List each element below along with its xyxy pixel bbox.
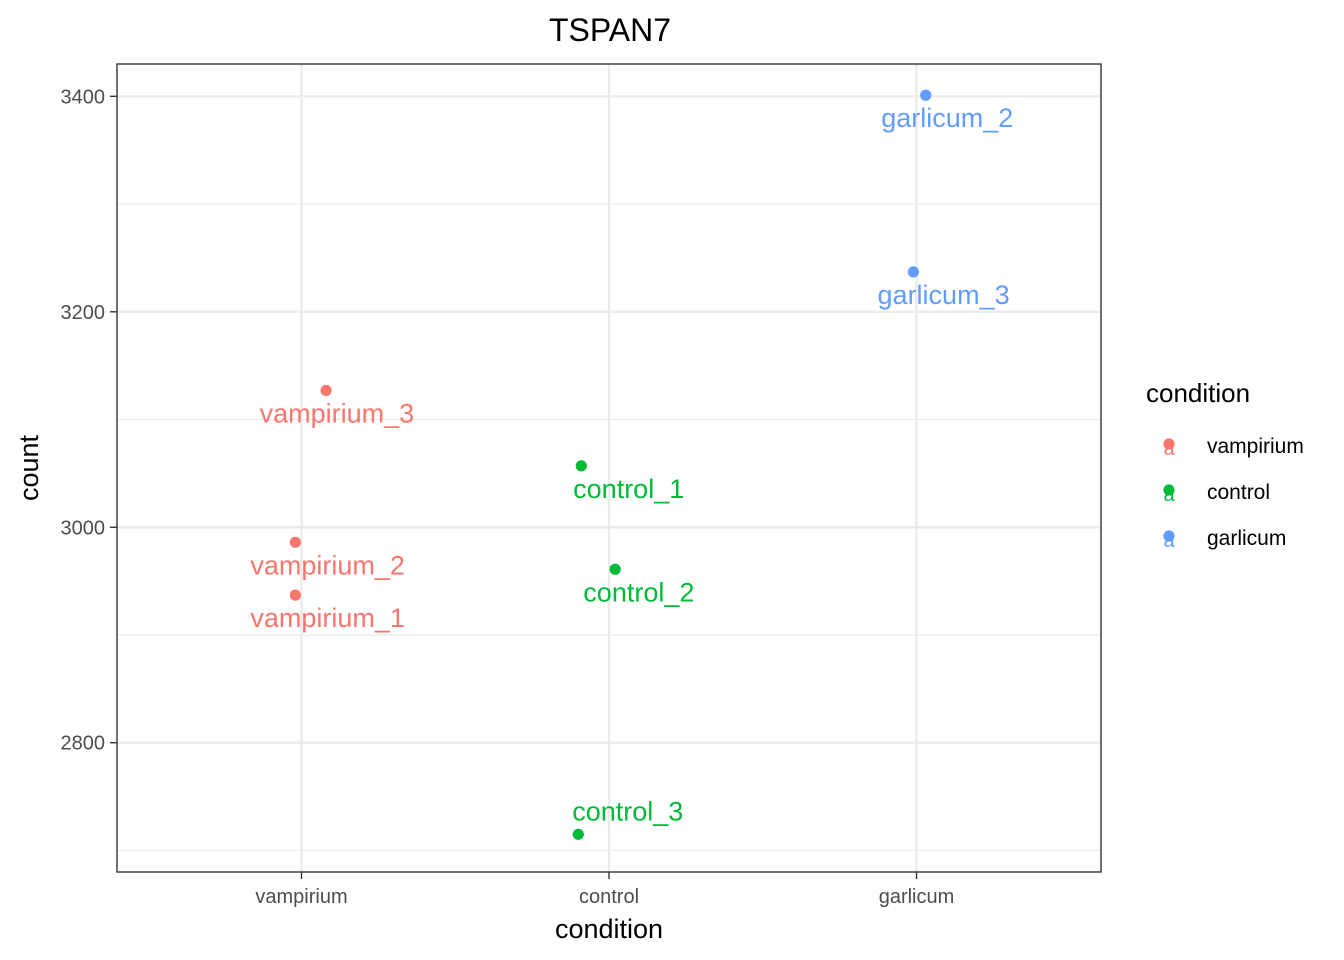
point-label: garlicum_3 <box>878 280 1010 310</box>
point-labels: garlicum_2 garlicum_3 vampirium_3 control_1… <box>250 103 1013 826</box>
point-label: garlicum_2 <box>881 103 1013 133</box>
legend-entry-label: vampirium <box>1207 435 1304 458</box>
x-tick-label: garlicum <box>879 886 955 908</box>
y-tick-label: 3400 <box>61 86 106 108</box>
y-tick-label: 3200 <box>61 302 106 324</box>
x-tick-label: control <box>579 886 639 908</box>
legend: condition a vampirium a control a garlicum <box>1146 378 1304 552</box>
data-point <box>289 589 301 601</box>
legend-key-point <box>1163 484 1175 496</box>
x-tick-label: vampirium <box>255 886 347 908</box>
legend-key-glyph: a <box>1163 530 1175 552</box>
chart-title: TSPAN7 <box>549 12 671 48</box>
legend-title: condition <box>1146 378 1250 408</box>
legend-entry-label: control <box>1207 481 1270 504</box>
data-point <box>572 828 584 840</box>
data-point <box>320 384 332 397</box>
data-point <box>575 460 587 472</box>
legend-key-point <box>1163 438 1175 450</box>
y-tick-label: 3000 <box>61 517 106 539</box>
data-point <box>907 266 920 278</box>
x-axis: vampirium control garlicum <box>255 872 954 908</box>
point-label: control_3 <box>572 796 683 826</box>
x-axis-title: condition <box>555 914 663 944</box>
point-label: vampirium_1 <box>250 603 405 633</box>
data-point <box>920 89 932 101</box>
point-label: vampirium_2 <box>250 550 405 580</box>
point-label: vampirium_3 <box>260 398 415 428</box>
legend-key-glyph: a <box>1163 484 1175 506</box>
point-label: control_1 <box>573 474 684 504</box>
major-gridlines <box>117 64 1101 872</box>
legend-entry-label: garlicum <box>1207 527 1286 550</box>
y-tick-label: 2800 <box>61 733 106 755</box>
data-point <box>289 536 301 548</box>
legend-key-glyph: a <box>1163 438 1175 460</box>
data-points <box>289 89 932 840</box>
point-label: control_2 <box>583 577 694 607</box>
y-axis-title: count <box>14 434 44 501</box>
legend-key-point <box>1163 530 1175 542</box>
y-axis: 2800 3000 3200 3400 <box>61 86 117 755</box>
data-point <box>609 563 621 575</box>
